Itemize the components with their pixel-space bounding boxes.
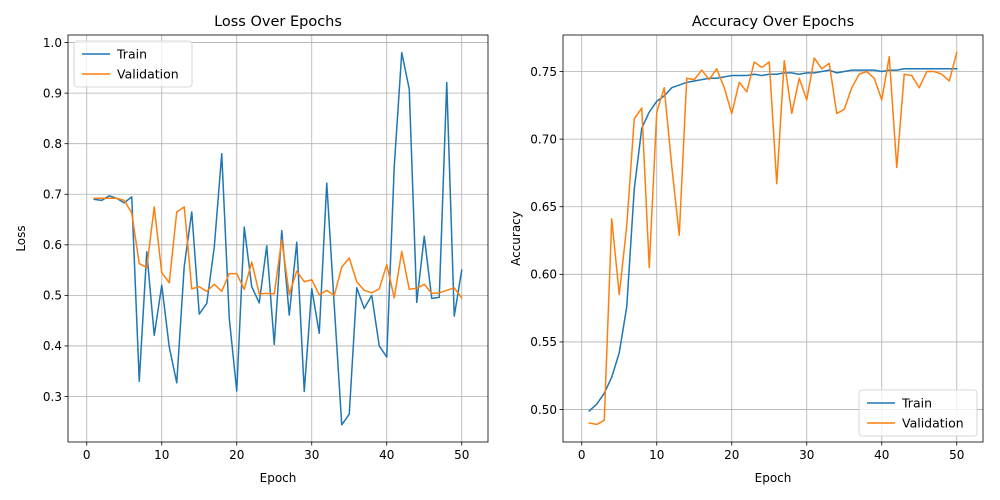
chart-1: 0 10 20 30 40 50 0.3 0.4 0.5 0.6 0.7 0.8 0.9 1.0 Loss … [14, 14, 489, 485]
chart-1-ytick-label-3: 0.6 [43, 238, 62, 252]
chart-2-frame [562, 34, 984, 443]
chart-2-ytick-label-4: 0.70 [530, 132, 557, 146]
chart-2-series-validation [588, 51, 958, 426]
chart-2-ytick-label-2: 0.60 [530, 268, 557, 282]
chart-1-xtick-label-4: 40 [379, 448, 394, 462]
chart-2-xtick-label-3: 30 [799, 448, 814, 462]
chart-1-legend-label-train: Train [116, 47, 147, 62]
chart-2-legend-label-validation: Validation [902, 416, 964, 431]
chart-1-series-train [93, 51, 463, 426]
chart-2-legend: Train Validation [858, 389, 978, 437]
chart-2-ytick-label-1: 0.55 [530, 335, 557, 349]
chart-1-ytick-label-5: 0.8 [43, 137, 62, 151]
chart-2-xtick-label-0: 0 [578, 448, 586, 462]
chart-2-xtick-label-1: 10 [649, 448, 664, 462]
chart-1-ylabel: Loss [14, 225, 28, 251]
chart-1-xtick-label-0: 0 [83, 448, 91, 462]
chart-1-legend: Train Validation [73, 40, 193, 88]
chart-2-ytick-label-3: 0.65 [530, 200, 557, 214]
chart-1-frame [67, 34, 489, 443]
chart-1-ytick-label-7: 1.0 [43, 36, 62, 50]
chart-2-xtick-label-2: 20 [724, 448, 739, 462]
chart-1-title: Loss Over Epochs [214, 14, 342, 30]
chart-1-ytick-label-6: 0.9 [43, 86, 62, 100]
chart-1-ytick-label-1: 0.4 [43, 339, 62, 353]
chart-1-legend-box [73, 40, 193, 88]
chart-1-xtick-label-2: 20 [229, 448, 244, 462]
chart-2-plot-area [563, 35, 983, 442]
chart-2: 0 10 20 30 40 50 0.50 0.55 0.60 0.65 0.70 0.75 Accur… [509, 14, 984, 485]
chart-2-xlabel: Epoch [755, 471, 792, 485]
chart-1-ytick-label-4: 0.7 [43, 188, 62, 202]
chart-1-xtick-label-3: 30 [304, 448, 319, 462]
chart-2-title: Accuracy Over Epochs [692, 14, 854, 30]
chart-2-series-train [588, 68, 958, 412]
chart-2-xtick-label-4: 40 [874, 448, 889, 462]
chart-1-xtick-label-1: 10 [154, 448, 169, 462]
chart-1-xtick-label-5: 50 [454, 448, 469, 462]
chart-2-ytick-label-0: 0.50 [530, 403, 557, 417]
chart-2-ytick-label-5: 0.75 [530, 65, 557, 79]
chart-1-ytick-label-2: 0.5 [43, 289, 62, 303]
chart-2-legend-box [858, 389, 978, 437]
chart-1-plot-area [68, 35, 488, 442]
chart-2-xtick-label-5: 50 [949, 448, 964, 462]
chart-1-series-validation [93, 197, 463, 299]
chart-2-legend-label-train: Train [901, 396, 932, 411]
chart-1-xlabel: Epoch [260, 471, 297, 485]
chart-1-ytick-label-0: 0.3 [43, 390, 62, 404]
chart-1-legend-label-validation: Validation [117, 67, 179, 82]
chart-2-ylabel: Accuracy [509, 211, 523, 266]
